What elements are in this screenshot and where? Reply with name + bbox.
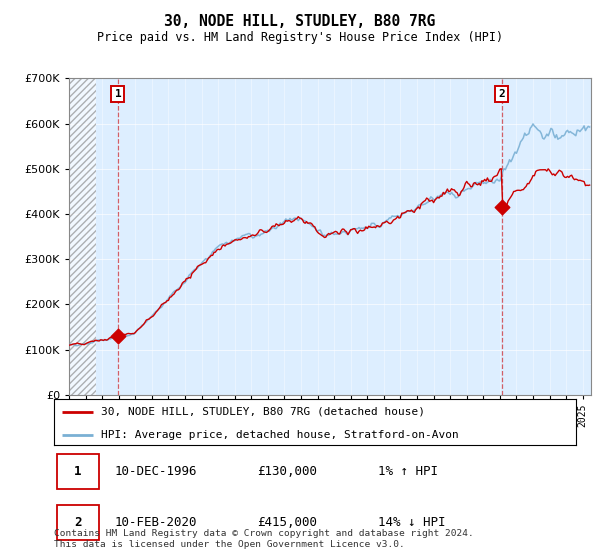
Point [113, 332, 122, 340]
Text: Price paid vs. HM Land Registry's House Price Index (HPI): Price paid vs. HM Land Registry's House … [97, 31, 503, 44]
Bar [69, 78, 95, 395]
Text: HPI: Average price, detached house, Stratford-on-Avon: HPI: Average price, detached house, Stra… [101, 430, 459, 440]
FancyBboxPatch shape [56, 454, 100, 489]
Text: 1: 1 [115, 89, 121, 99]
Text: Contains HM Land Registry data © Crown copyright and database right 2024.
This d: Contains HM Land Registry data © Crown c… [54, 529, 474, 549]
Text: 2: 2 [74, 516, 82, 529]
Text: 30, NODE HILL, STUDLEY, B80 7RG (detached house): 30, NODE HILL, STUDLEY, B80 7RG (detache… [101, 407, 425, 417]
Bar [69, 78, 95, 395]
Text: 10-DEC-1996: 10-DEC-1996 [114, 465, 197, 478]
Text: 1: 1 [74, 465, 82, 478]
Text: £415,000: £415,000 [257, 516, 317, 529]
Point [497, 203, 506, 212]
Text: 10-FEB-2020: 10-FEB-2020 [114, 516, 197, 529]
FancyBboxPatch shape [56, 505, 100, 540]
Text: 1% ↑ HPI: 1% ↑ HPI [377, 465, 437, 478]
Text: 30, NODE HILL, STUDLEY, B80 7RG: 30, NODE HILL, STUDLEY, B80 7RG [164, 14, 436, 29]
Text: £130,000: £130,000 [257, 465, 317, 478]
Text: 14% ↓ HPI: 14% ↓ HPI [377, 516, 445, 529]
Text: 2: 2 [499, 89, 505, 99]
